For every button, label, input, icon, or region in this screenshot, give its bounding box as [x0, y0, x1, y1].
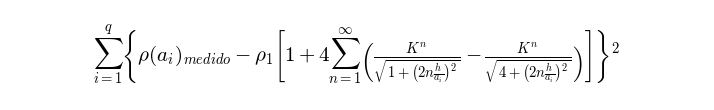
Text: $\sum_{i=1}^{q}\left\{\rho(a_i)_{\mathit{medido}} - \rho_1\left[1 + 4\sum_{n=1}^: $\sum_{i=1}^{q}\left\{\rho(a_i)_{\mathit… — [94, 23, 620, 87]
